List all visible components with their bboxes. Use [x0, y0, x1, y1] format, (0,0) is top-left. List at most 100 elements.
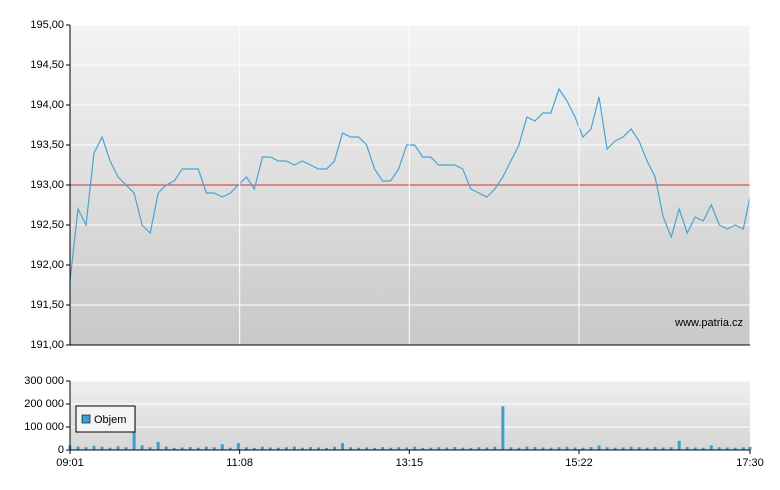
volume-bar: [172, 447, 176, 450]
volume-bar: [589, 447, 593, 450]
y-tick-label: 194,00: [30, 99, 64, 111]
y-tick-label: 193,00: [30, 179, 64, 191]
volume-bar: [164, 446, 168, 450]
volume-bar: [276, 447, 280, 450]
volume-bar: [333, 446, 337, 450]
volume-bar: [733, 447, 737, 450]
volume-bar: [212, 447, 216, 450]
volume-bar: [653, 447, 657, 450]
volume-bar: [581, 447, 585, 450]
volume-bar: [196, 447, 200, 450]
volume-bar: [445, 447, 449, 450]
y-tick-label: 191,00: [30, 339, 64, 351]
x-tick-label: 15:22: [565, 457, 593, 469]
volume-bar: [621, 447, 625, 450]
volume-bar: [717, 447, 721, 450]
volume-bar: [365, 447, 369, 450]
volume-bar: [677, 440, 681, 450]
volume-bar: [381, 447, 385, 450]
volume-bar: [389, 447, 393, 450]
volume-bar: [325, 447, 329, 450]
volume-bar: [116, 446, 120, 450]
volume-bar: [373, 447, 377, 450]
y-tick-label: 195,00: [30, 19, 64, 31]
volume-bar: [84, 447, 88, 450]
volume-bar: [421, 447, 425, 450]
volume-bar: [204, 446, 208, 450]
volume-bar: [461, 447, 465, 450]
volume-bar: [188, 447, 192, 450]
volume-bar: [605, 447, 609, 450]
volume-bar: [469, 447, 473, 450]
y-tick-label: 193,50: [30, 139, 64, 151]
volume-bar: [693, 447, 697, 450]
volume-bar: [236, 443, 240, 450]
volume-bar: [292, 446, 296, 450]
volume-bar: [597, 445, 601, 450]
x-tick-label: 09:01: [56, 457, 84, 469]
volume-bar: [180, 447, 184, 450]
price-line: [69, 87, 751, 282]
volume-bar: [525, 446, 529, 450]
volume-bar: [284, 447, 288, 450]
y-tick-label: 192,50: [30, 219, 64, 231]
volume-bar: [573, 447, 577, 450]
volume-bar: [140, 445, 144, 450]
y-tick-label: 191,50: [30, 299, 64, 311]
volume-bar: [252, 447, 256, 450]
volume-bar: [316, 447, 320, 450]
y-tick-label: 300 000: [24, 375, 64, 387]
volume-bar: [357, 447, 361, 450]
volume-bar: [124, 447, 128, 450]
legend-label: Objem: [94, 414, 126, 426]
volume-bar: [341, 443, 345, 450]
volume-bar: [405, 447, 409, 450]
volume-bar: [645, 447, 649, 450]
volume-bar: [709, 445, 713, 450]
volume-bar: [549, 447, 553, 450]
y-tick-label: 194,50: [30, 59, 64, 71]
volume-bar: [565, 446, 569, 450]
x-tick-label: 13:15: [396, 457, 424, 469]
volume-bar: [509, 447, 513, 450]
volume-bar: [557, 447, 561, 450]
legend-swatch: [81, 414, 91, 424]
volume-bar: [156, 441, 160, 450]
volume-bar: [541, 447, 545, 450]
y-tick-label: 200 000: [24, 398, 64, 410]
y-tick-label: 192,00: [30, 259, 64, 271]
volume-bar: [148, 447, 152, 450]
volume-bar: [349, 447, 353, 450]
volume-bar: [613, 447, 617, 450]
volume-bar: [701, 447, 705, 450]
x-tick-label: 11:08: [226, 457, 253, 469]
volume-bar: [268, 447, 272, 450]
volume-bar: [517, 447, 521, 450]
volume-bar: [413, 446, 417, 450]
watermark: www.patria.cz: [674, 317, 743, 329]
volume-bar: [308, 447, 312, 450]
volume-bar: [429, 447, 433, 450]
volume-bar: [725, 447, 729, 450]
volume-bar: [108, 447, 112, 450]
volume-bar: [300, 447, 304, 450]
volume-bar: [260, 446, 264, 450]
volume-bar: [244, 447, 248, 450]
y-tick-label: 0: [58, 444, 64, 456]
volume-bar: [493, 446, 497, 450]
volume-bar: [228, 447, 232, 450]
volume-bar: [92, 445, 96, 450]
volume-bar: [485, 447, 489, 450]
x-tick-label: 17:30: [736, 457, 764, 469]
volume-bar: [453, 447, 457, 450]
y-tick-label: 100 000: [24, 421, 64, 433]
volume-plot-area: [70, 381, 750, 450]
volume-bar: [477, 447, 481, 450]
volume-bar: [748, 446, 752, 450]
volume-bar: [637, 447, 641, 450]
volume-bar: [661, 447, 665, 450]
volume-bar: [76, 446, 80, 450]
volume-bar: [741, 447, 745, 450]
